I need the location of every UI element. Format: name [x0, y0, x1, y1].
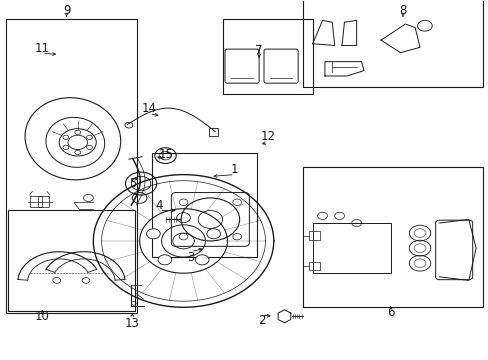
Circle shape — [179, 199, 187, 206]
Text: 10: 10 — [35, 310, 49, 324]
Bar — [308, 262, 319, 270]
Circle shape — [232, 233, 241, 240]
Text: 4: 4 — [155, 199, 163, 212]
Circle shape — [75, 130, 81, 134]
Bar — [308, 231, 319, 240]
Text: 3: 3 — [187, 251, 194, 264]
Text: 13: 13 — [124, 317, 140, 330]
Bar — [222, 19, 312, 94]
Circle shape — [158, 255, 171, 265]
Circle shape — [195, 255, 208, 265]
Circle shape — [75, 150, 81, 154]
Bar — [5, 19, 137, 313]
Text: 8: 8 — [399, 4, 406, 17]
Text: 7: 7 — [255, 44, 263, 57]
Text: 5: 5 — [128, 177, 136, 190]
Circle shape — [176, 213, 190, 223]
Text: 14: 14 — [142, 102, 157, 115]
Circle shape — [206, 229, 220, 239]
Circle shape — [232, 199, 241, 206]
Bar — [152, 153, 256, 257]
Circle shape — [179, 233, 187, 240]
Circle shape — [86, 135, 92, 139]
Text: 2: 2 — [257, 314, 265, 327]
Text: 9: 9 — [62, 4, 70, 17]
Text: 11: 11 — [35, 41, 50, 54]
Text: 1: 1 — [230, 163, 238, 176]
Bar — [8, 211, 135, 311]
Bar — [303, 167, 483, 307]
Circle shape — [63, 135, 69, 139]
Circle shape — [146, 229, 160, 239]
Text: 6: 6 — [386, 306, 394, 319]
Bar — [303, 0, 483, 87]
Bar — [209, 128, 218, 136]
Bar — [30, 196, 41, 207]
Text: 12: 12 — [260, 130, 275, 144]
Bar — [38, 196, 49, 207]
Circle shape — [63, 145, 69, 149]
Text: 15: 15 — [159, 148, 174, 161]
Circle shape — [86, 145, 92, 149]
Bar — [312, 223, 390, 273]
